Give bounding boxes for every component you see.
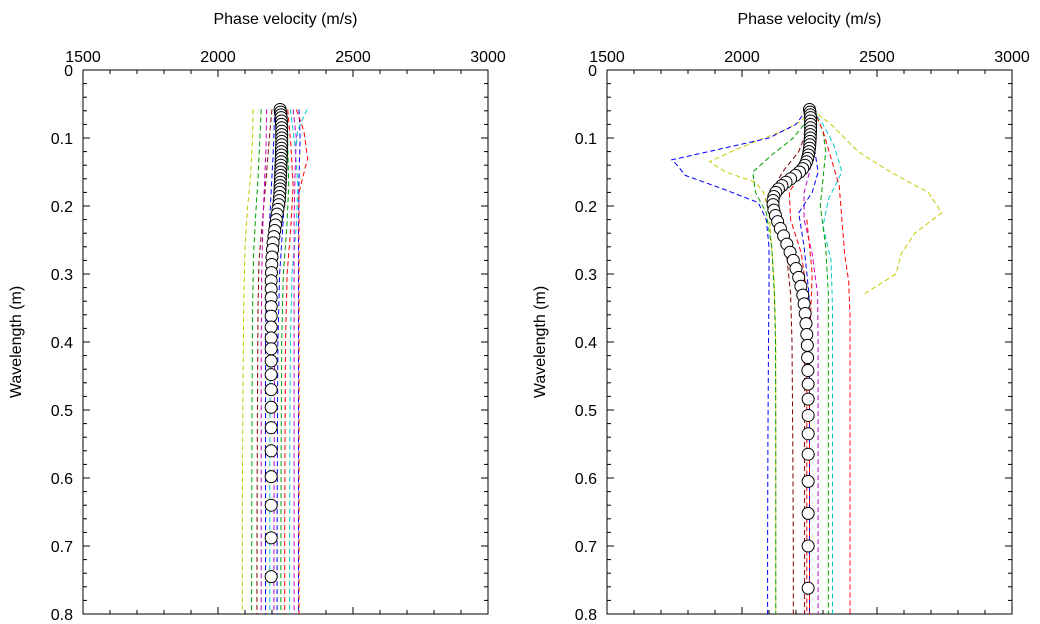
dashed-series-line <box>803 273 806 614</box>
data-point <box>264 570 278 584</box>
y-tick-label: 0.7 <box>51 539 73 556</box>
x-tick-label: 2500 <box>335 49 371 66</box>
data-point <box>264 470 278 484</box>
dashed-series-line <box>295 109 309 614</box>
dashed-series-line <box>256 109 273 615</box>
y-tick-label: 0 <box>64 63 73 80</box>
dashed-series-line <box>806 219 813 614</box>
y-tick-label: 0.5 <box>575 403 597 420</box>
data-point <box>800 328 814 342</box>
x-tick-label: 1500 <box>589 49 625 66</box>
data-point <box>264 354 278 368</box>
x-tick-label: 3000 <box>994 49 1030 66</box>
y-tick-label: 0.2 <box>575 199 597 216</box>
y-tick-label: 0.6 <box>575 471 597 488</box>
dashed-series-line <box>708 109 810 614</box>
dashed-series-line <box>251 109 262 615</box>
dashed-series-line <box>811 109 943 295</box>
x-tick-label: 2000 <box>724 49 760 66</box>
data-point <box>801 427 815 441</box>
data-point <box>801 447 815 461</box>
y-tick-label: 0.8 <box>51 607 73 624</box>
y-tick-label: 0.5 <box>51 403 73 420</box>
data-point <box>801 581 815 595</box>
data-point <box>801 364 815 378</box>
data-point <box>801 377 815 391</box>
x-tick-label: 2000 <box>200 49 236 66</box>
dashed-series-line <box>298 109 301 614</box>
dashed-series-line <box>284 109 294 614</box>
y-tick-label: 0.7 <box>575 539 597 556</box>
x-axis-title: Phase velocity (m/s) <box>213 11 357 28</box>
dashed-series-line <box>813 109 829 614</box>
y-tick-label: 0.6 <box>51 471 73 488</box>
data-point <box>800 338 814 352</box>
dashed-series-line <box>260 109 268 614</box>
y-tick-label: 0.3 <box>575 267 597 284</box>
dashed-series-line <box>813 109 851 614</box>
data-point <box>801 408 815 422</box>
left-panel: 1500 2000 2500 3000 0 0.1 0.2 0.3 0.4 0.5 0.6 0.7 0.… <box>8 11 506 624</box>
dashed-series-line <box>292 109 297 614</box>
dashed-series-line <box>241 109 254 614</box>
data-point <box>264 320 278 334</box>
y-tick-label: 0.2 <box>51 199 73 216</box>
data-point <box>801 351 815 365</box>
y-axis-title: Wavelength (m) <box>532 286 549 398</box>
y-tick-label: 0.4 <box>51 335 73 352</box>
y-tick-label: 0 <box>588 63 597 80</box>
x-tick-label: 3000 <box>470 49 506 66</box>
x-tick-label: 1500 <box>65 49 101 66</box>
right-panel: 1500 2000 2500 3000 0 0.1 0.2 0.3 0.4 0.5 0.6 0.7 0.… <box>532 11 1030 624</box>
data-point <box>264 309 278 323</box>
data-point <box>264 400 278 414</box>
dashed-series-line <box>670 109 808 614</box>
data-point <box>264 331 278 345</box>
x-tick-label: 2500 <box>859 49 895 66</box>
data-point <box>801 392 815 406</box>
y-tick-label: 0.4 <box>575 335 597 352</box>
y-tick-label: 0.1 <box>51 131 73 148</box>
data-point <box>264 498 278 512</box>
dashed-series-line <box>811 109 843 614</box>
dashed-series-line <box>280 109 290 614</box>
data-point <box>264 421 278 435</box>
data-point <box>264 383 278 397</box>
data-point <box>264 342 278 356</box>
y-tick-label: 0.3 <box>51 267 73 284</box>
y-tick-label: 0.1 <box>575 131 597 148</box>
data-point <box>264 368 278 382</box>
y-tick-label: 0.8 <box>575 607 597 624</box>
x-axis-title: Phase velocity (m/s) <box>737 11 881 28</box>
data-point <box>801 474 815 488</box>
data-point <box>264 531 278 545</box>
y-axis-title: Wavelength (m) <box>8 286 25 398</box>
data-point <box>264 444 278 458</box>
dashed-series-line <box>295 109 308 145</box>
dashed-series-line <box>752 109 809 614</box>
data-point <box>801 539 815 553</box>
data-point <box>801 506 815 520</box>
data-point <box>799 317 813 331</box>
